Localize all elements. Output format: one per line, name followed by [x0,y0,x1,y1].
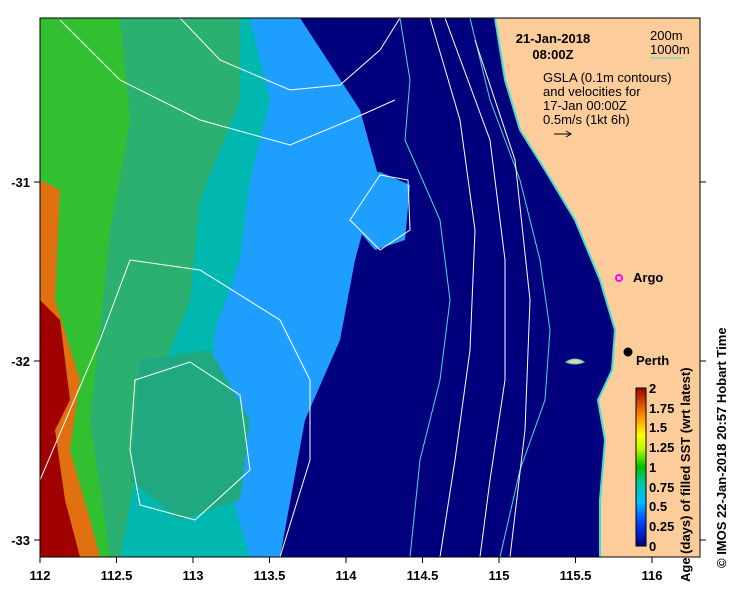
depth-legend-200m: 200m [650,28,683,43]
colorbar-label: Age (days) of filled SST (wrt latest) [678,367,693,582]
coastline [494,18,617,557]
colorbar-tick-label: 1 [649,460,656,475]
colorbar-tick-label: 0 [649,539,656,554]
x-axis-labels: 112 112.5 113 113.5 114 114.5 115 115.5 … [30,568,663,583]
perth-marker-icon [623,347,633,357]
gsla-contours [40,18,531,557]
x-tick-label: 112 [30,568,51,583]
sst-age-dark-red [40,300,80,557]
x-tick-label: 112.5 [101,568,133,583]
credit-text: © IMOS 22-Jan-2018 20:57 Hobart Time [714,327,729,568]
axis-ticks [34,181,706,563]
colorbar-tick-label: 2 [649,381,656,396]
y-tick-label: -33 [11,533,30,548]
y-tick-label: -31 [11,175,30,190]
gsla-note: GSLA (0.1m contours) and velocities for … [543,70,672,127]
colorbar-tick-label: 0.5 [649,499,667,514]
colorbar-tick-label: 1.25 [649,440,674,455]
y-axis-labels: -31 -32 -33 [11,175,30,548]
map-time: 08:00Z [532,47,573,62]
velocity-scale-arrow [554,130,572,138]
gsla-note-line: and velocities for [543,84,641,99]
gsla-note-line: GSLA (0.1m contours) [543,70,672,85]
colorbar [635,387,647,547]
map-area [40,18,700,557]
map-date: 21-Jan-2018 [516,31,590,46]
colorbar-tick-label: 1.75 [649,401,674,416]
gsla-note-line: 17-Jan 00:00Z [543,98,627,113]
colorbar-tick-label: 1.5 [649,420,667,435]
x-tick-label: 114 [336,568,358,583]
isobath-200m [469,18,551,557]
sst-age-patch [130,350,250,520]
x-tick-label: 114.5 [407,568,439,583]
colorbar-ticks: 0 0.25 0.5 0.75 1 1.25 1.5 1.75 2 [649,381,674,554]
x-tick-label: 113.5 [254,568,286,583]
argo-float-icon [615,274,623,282]
land [495,18,700,557]
depth-legend-1000m: 1000m [650,42,690,57]
plot-frame [39,17,701,558]
sst-age-blue-patch [350,172,410,250]
x-tick-label: 115.5 [560,568,592,583]
perth-label: Perth [636,353,669,368]
x-tick-label: 115 [489,568,510,583]
colorbar-tick-label: 0.75 [649,480,674,495]
x-tick-label: 116 [642,568,663,583]
colorbar-tick-label: 0.25 [649,519,674,534]
x-tick-label: 113 [183,568,204,583]
y-tick-label: -32 [11,354,30,369]
isobath-1000m [399,18,451,557]
argo-label: Argo [633,270,663,285]
rottnest-island [564,358,586,365]
gsla-note-line: 0.5m/s (1kt 6h) [543,112,630,127]
